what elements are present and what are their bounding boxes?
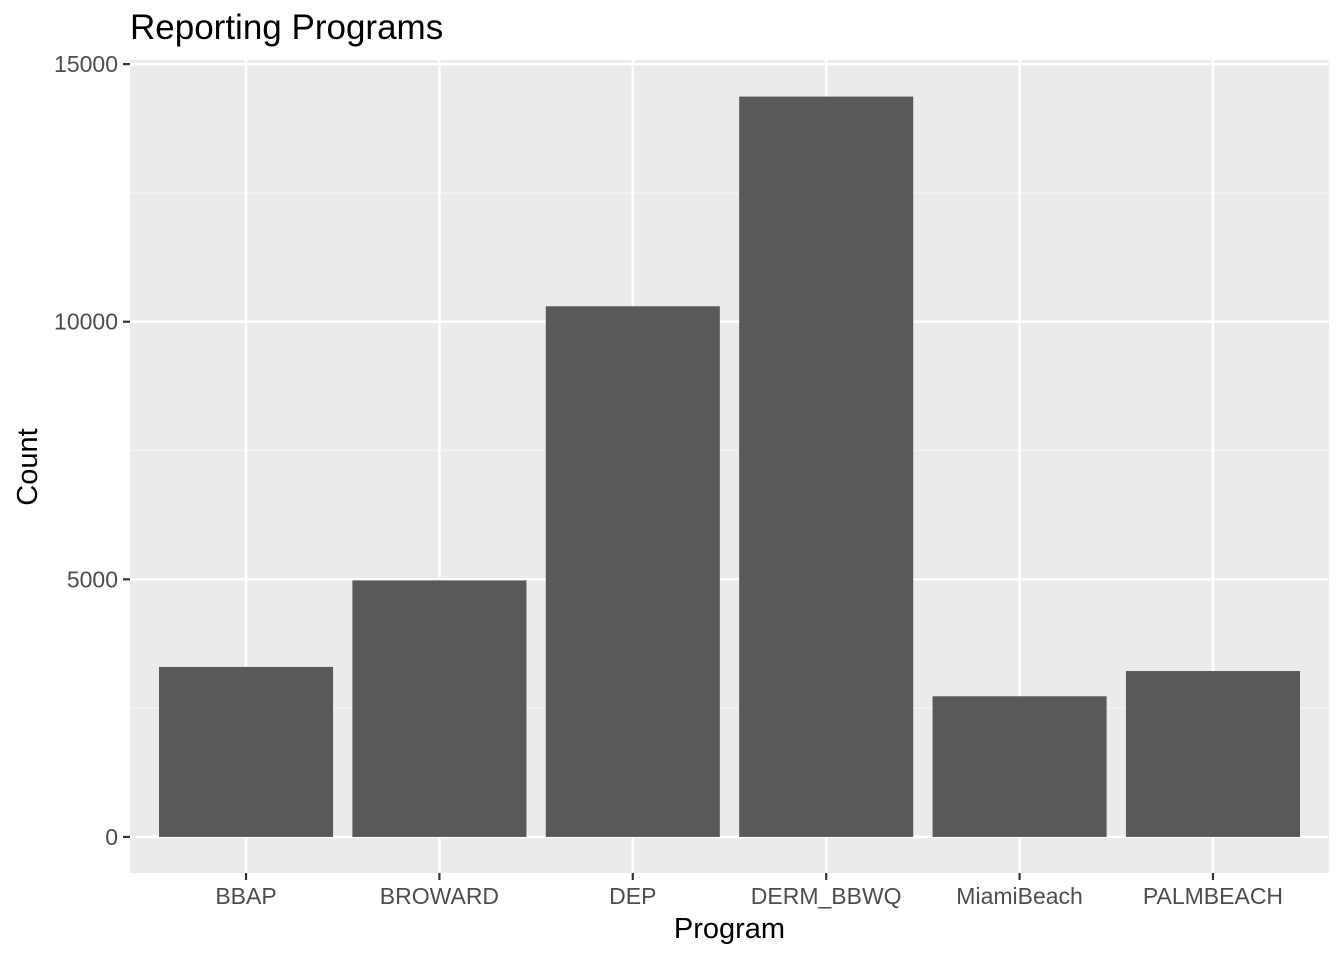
bar-bbap	[159, 666, 334, 837]
y-tick-label: 15000	[54, 51, 118, 77]
x-tick-label: PALMBEACH	[1143, 883, 1283, 909]
y-axis-title: Count	[12, 428, 44, 505]
bar-broward	[352, 580, 527, 837]
bar-palmbeach	[1125, 671, 1300, 837]
x-tick-label: BBAP	[215, 883, 276, 909]
x-tick-label: DERM_BBWQ	[751, 883, 902, 909]
x-tick-label: BROWARD	[380, 883, 499, 909]
bar-dep	[545, 306, 720, 837]
bar-derm-bbwq	[739, 96, 914, 837]
x-axis-title: Program	[674, 913, 785, 945]
bars	[159, 96, 1300, 837]
chart-title: Reporting Programs	[130, 8, 443, 47]
y-axis-ticks: 0 5000 10000 15000	[54, 51, 130, 850]
x-tick-label: DEP	[609, 883, 656, 909]
x-tick-label: MiamiBeach	[956, 883, 1083, 909]
y-tick-label: 0	[105, 824, 118, 850]
y-tick-label: 10000	[54, 309, 118, 335]
x-axis-ticks: BBAP BROWARD DEP DERM_BBWQ MiamiBeach PALMBEA…	[215, 873, 1283, 909]
bar-miamibeach	[932, 696, 1107, 837]
y-tick-label: 5000	[67, 566, 118, 592]
